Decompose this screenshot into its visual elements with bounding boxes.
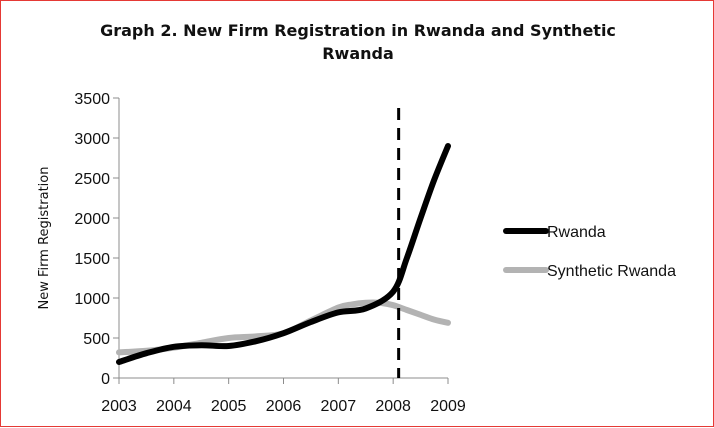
x-tick-label: 2005: [211, 398, 247, 415]
x-tick-label: 2009: [430, 398, 466, 415]
y-tick-label: 2500: [74, 171, 110, 188]
x-tick-labels: 2003 2004 2005 2006 2007 2008 2009: [101, 398, 466, 415]
y-tick-label: 1500: [74, 251, 110, 268]
legend-label: Rwanda: [547, 224, 606, 241]
y-tick-label: 3500: [74, 91, 110, 108]
series-lines: [116, 143, 451, 365]
x-tick-label: 2006: [266, 398, 302, 415]
chart-title: Graph 2. New Firm Registration in Rwanda…: [1, 19, 714, 65]
legend: Rwanda Synthetic Rwanda: [503, 224, 676, 280]
x-tick-label: 2008: [375, 398, 411, 415]
x-tick-label: 2004: [156, 398, 192, 415]
y-axis-label: New Firm Registration: [37, 167, 52, 310]
y-tick-labels: 0 500 1000 1500 2000 2500 3000 3500: [74, 91, 110, 388]
legend-label: Synthetic Rwanda: [547, 263, 676, 280]
y-tick-label: 3000: [74, 131, 110, 148]
y-tick-label: 1000: [74, 291, 110, 308]
y-tick-label: 2000: [74, 211, 110, 228]
y-tick-label: 0: [101, 371, 110, 388]
series-line-rwanda: [116, 143, 451, 365]
axes: [113, 97, 449, 384]
chart-title-line-1: Graph 2. New Firm Registration in Rwanda…: [100, 21, 616, 40]
y-tick-label: 500: [83, 331, 110, 348]
x-tick-label: 2007: [321, 398, 357, 415]
chart-title-line-2: Rwanda: [322, 44, 394, 63]
x-tick-label: 2003: [101, 398, 137, 415]
